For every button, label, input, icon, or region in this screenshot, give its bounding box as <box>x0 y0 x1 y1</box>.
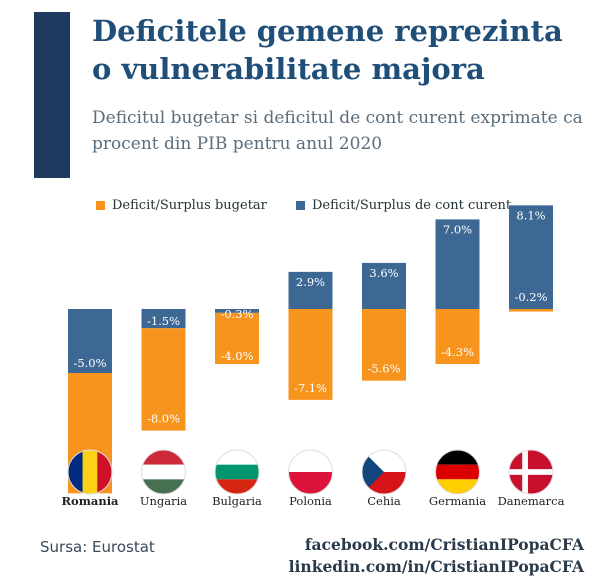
bar-current-account <box>141 309 186 329</box>
data-label-current-account: 3.6% <box>369 266 398 280</box>
category-label: Bulgaria <box>212 494 262 508</box>
bulgaria-flag-icon <box>215 450 259 494</box>
category-label: Germania <box>429 494 486 508</box>
bar-budget <box>435 309 480 365</box>
social-links: facebook.com/CristianIPopaCFA linkedin.c… <box>289 534 584 578</box>
facebook-link[interactable]: facebook.com/CristianIPopaCFA <box>304 535 584 554</box>
bar-current-account <box>68 309 112 373</box>
denmark-flag-icon <box>509 450 553 494</box>
data-label-budget: -4.0% <box>220 349 253 363</box>
legend-label-budget: Deficit/Surplus bugetar <box>112 198 267 213</box>
bar-budget <box>362 309 406 381</box>
bar-current-account <box>362 262 406 309</box>
poland-flag-icon <box>288 450 333 494</box>
czechia-flag-icon <box>362 450 406 494</box>
category-label: Polonia <box>289 494 332 508</box>
data-label-current-account: 7.0% <box>443 222 472 236</box>
twin-deficits-chart: -5.0%-9.4%Romania-1.5%-8.0%Ungaria-0.3%-… <box>61 205 565 508</box>
page-subtitle: Deficitul bugetar si deficitul de cont c… <box>92 108 583 154</box>
bar-budget <box>509 309 553 312</box>
data-label-budget: -4.3% <box>441 345 474 359</box>
legend-item-budget: Deficit/Surplus bugetar <box>96 198 267 213</box>
data-label-current-account: 2.9% <box>296 275 325 289</box>
legend-label-current-account: Deficit/Surplus de cont curent <box>312 198 512 213</box>
chart-legend: Deficit/Surplus bugetar Deficit/Surplus … <box>96 198 596 222</box>
page-title: Deficitele gemene reprezinta o vulnerabi… <box>92 14 563 86</box>
legend-swatch-budget <box>96 201 105 210</box>
data-label-current-account: -0.3% <box>220 307 253 321</box>
bar-current-account <box>435 219 480 309</box>
linkedin-link[interactable]: linkedin.com/in/CristianIPopaCFA <box>288 557 584 576</box>
data-label-budget: -0.2% <box>514 290 547 304</box>
bar-current-account <box>215 309 259 313</box>
legend-item-current-account: Deficit/Surplus de cont curent <box>296 198 511 213</box>
bar-current-account <box>288 271 333 309</box>
category-label: Romania <box>61 494 119 508</box>
category-label: Ungaria <box>140 494 187 508</box>
category-label: Cehia <box>367 494 401 508</box>
legend-swatch-current-account <box>296 201 305 210</box>
data-label-current-account: 8.1% <box>516 208 545 222</box>
category-label: Danemarca <box>498 494 565 508</box>
source-note: Sursa: Eurostat <box>40 538 155 556</box>
hungary-flag-icon <box>141 450 186 494</box>
bar-budget <box>288 309 333 400</box>
romania-flag-icon <box>68 450 112 494</box>
data-label-current-account: -1.5% <box>147 314 180 328</box>
title-accent-bar <box>34 12 70 178</box>
data-label-budget: -8.0% <box>147 412 180 426</box>
data-label-budget: -5.6% <box>367 362 400 376</box>
bar-budget <box>215 312 259 365</box>
germany-flag-icon <box>435 450 480 494</box>
bar-budget <box>141 328 186 431</box>
data-label-budget: -7.1% <box>294 381 327 395</box>
data-label-current-account: -5.0% <box>73 356 106 370</box>
bar-current-account <box>509 205 553 309</box>
